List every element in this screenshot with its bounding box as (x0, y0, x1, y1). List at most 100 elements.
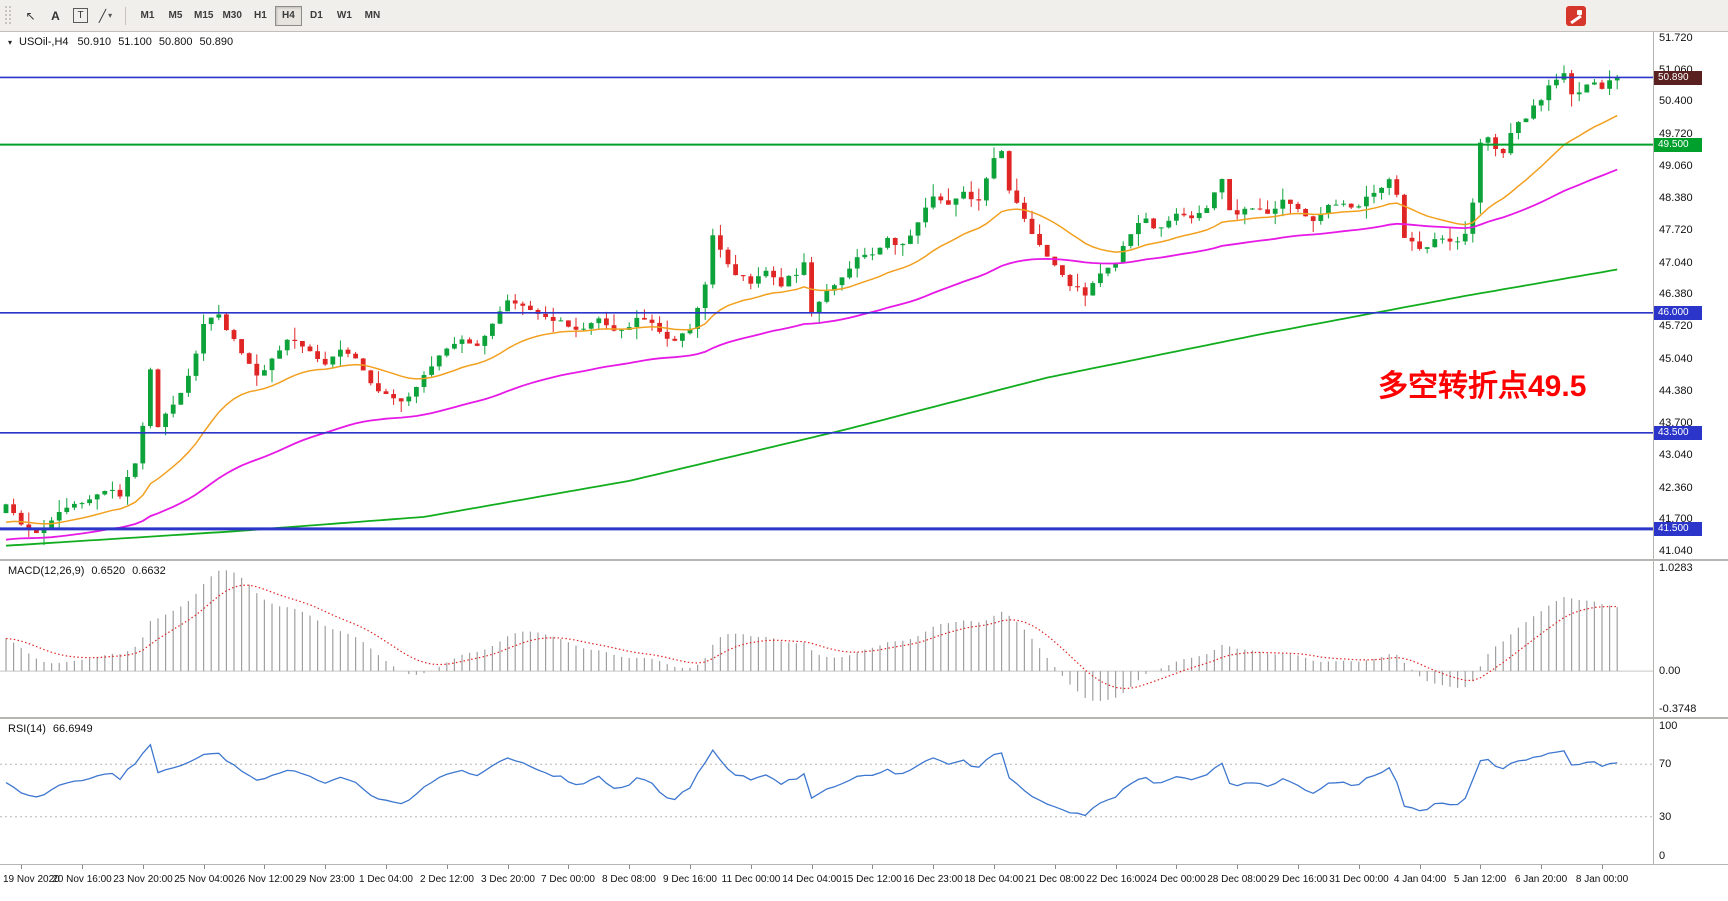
app-red-icon[interactable] (1566, 6, 1586, 26)
macd-axis-label: -0.3748 (1659, 703, 1697, 715)
time-axis-tick (1359, 865, 1360, 869)
candles-layer (3, 65, 1620, 546)
macd-plot[interactable] (0, 561, 1653, 717)
time-axis-label: 21 Dec 08:00 (1025, 874, 1085, 885)
time-axis-label: 16 Dec 23:00 (903, 874, 963, 885)
time-axis-tick (82, 865, 83, 869)
rsi-title: RSI(14) 66.6949 (8, 723, 93, 735)
price-axis-label: 45.040 (1659, 353, 1693, 365)
time-axis-tick (508, 865, 509, 869)
price-axis-label: 47.040 (1659, 257, 1693, 269)
time-axis-tick (1298, 865, 1299, 869)
timeframe-button-mn[interactable]: MN (359, 6, 386, 26)
price-axis-label: 43.040 (1659, 449, 1693, 461)
time-axis-label: 2 Dec 12:00 (420, 874, 474, 885)
price-tag-49.500: 49.500 (1654, 138, 1702, 152)
time-axis-tick (812, 865, 813, 869)
panel-divider[interactable] (0, 717, 1728, 719)
macd-panel[interactable]: MACD(12,26,9) 0.6520 0.6632 1.0283 0.00 -0… (0, 561, 1728, 717)
time-axis-label: 6 Jan 20:00 (1514, 874, 1568, 885)
timeframe-button-m1[interactable]: M1 (134, 6, 161, 26)
timeframe-button-h1[interactable]: H1 (247, 6, 274, 26)
timeframe-button-h4[interactable]: H4 (274, 5, 302, 26)
cursor-icon: ↖ (25, 8, 36, 23)
chart-symbol-label: USOil-,H4 (19, 36, 69, 48)
time-axis-label: 24 Dec 00:00 (1146, 874, 1206, 885)
time-axis-tick (21, 865, 22, 869)
text-tool-button[interactable]: A (44, 5, 67, 27)
price-axis-label: 44.380 (1659, 385, 1693, 397)
price-axis[interactable]: 51.720 51.060 50.400 49.720 49.060 48.380 47.7… (1653, 32, 1728, 559)
time-axis-label: 25 Nov 04:00 (174, 874, 234, 885)
timeframe-button-m30[interactable]: M30 (218, 6, 245, 26)
price-axis-label: 49.060 (1659, 160, 1693, 172)
panel-divider[interactable] (0, 559, 1728, 561)
time-axis-label: 29 Dec 16:00 (1268, 874, 1328, 885)
rsi-axis-label: 30 (1659, 811, 1672, 823)
time-axis-tick (568, 865, 569, 869)
timeframe-button-w1[interactable]: W1 (331, 6, 358, 26)
rsi-panel[interactable]: RSI(14) 66.6949 100 70 30 0 (0, 719, 1728, 864)
time-axis-label: 26 Nov 12:00 (234, 874, 294, 885)
rsi-axis-label: 0 (1659, 850, 1666, 862)
time-axis-label: 9 Dec 16:00 (663, 874, 717, 885)
timeframe-button-d1[interactable]: D1 (303, 6, 330, 26)
rsi-axis-label: 100 (1659, 720, 1678, 732)
shapes-tool-button[interactable]: ╱ ▾ (94, 5, 117, 27)
price-axis-label: 51.720 (1659, 32, 1693, 44)
toolbar-separator (125, 6, 126, 25)
macd-axis-label: 0.00 (1659, 665, 1681, 677)
time-axis-tick (204, 865, 205, 869)
price-tag-41.500: 41.500 (1654, 522, 1702, 536)
time-axis-tick (872, 865, 873, 869)
macd-signal-line (5, 584, 1618, 690)
time-axis-label: 19 Nov 2020 (3, 874, 60, 885)
rsi-plot[interactable] (0, 719, 1653, 864)
annotation-text[interactable]: 多空转折点49.5 (1378, 370, 1587, 403)
time-axis-label: 8 Jan 00:00 (1575, 874, 1629, 885)
macd-value-main: 0.6520 (91, 565, 126, 577)
time-axis-label: 11 Dec 00:00 (721, 874, 781, 885)
price-axis-label: 48.380 (1659, 192, 1693, 204)
macd-value-signal: 0.6632 (132, 565, 166, 577)
price-tag-43.500: 43.500 (1654, 426, 1702, 440)
time-axis-tick (994, 865, 995, 869)
main-chart-plot[interactable] (0, 32, 1653, 559)
time-axis-tick (143, 865, 144, 869)
ohlc-low: 50.800 (158, 36, 193, 48)
time-axis-label: 22 Dec 16:00 (1086, 874, 1146, 885)
rsi-label: RSI(14) (8, 723, 46, 735)
ma-fast-line (5, 114, 1618, 525)
timeframe-toolbar: M1 M5 M15 M30 H1 H4 D1 W1 MN (134, 5, 386, 26)
macd-histogram (5, 570, 1618, 701)
toolbar-grip[interactable] (5, 5, 12, 26)
price-axis-label: 46.380 (1659, 288, 1693, 300)
timeframe-button-m15[interactable]: M15 (190, 6, 217, 26)
time-axis-tick (264, 865, 265, 869)
timeframe-button-m5[interactable]: M5 (162, 6, 189, 26)
time-axis-tick (1541, 865, 1542, 869)
label-tool-icon: T (73, 8, 88, 23)
price-tag-46.000: 46.000 (1654, 306, 1702, 320)
time-axis-label: 5 Jan 12:00 (1453, 874, 1507, 885)
time-axis-tick (447, 865, 448, 869)
chart-symbol-marker-icon: ▾ (8, 38, 13, 47)
time-axis-tick (1420, 865, 1421, 869)
rsi-value: 66.6949 (52, 723, 93, 735)
time-axis[interactable]: 19 Nov 2020 20 Nov 16:00 23 Nov 20:00 25 No… (0, 864, 1728, 901)
cursor-tool-button[interactable]: ↖ (19, 5, 42, 27)
price-axis-label: 50.400 (1659, 95, 1693, 107)
trendline-icon: ╱ (98, 8, 107, 23)
time-axis-label: 28 Dec 08:00 (1207, 874, 1267, 885)
macd-axis[interactable]: 1.0283 0.00 -0.3748 (1653, 561, 1728, 717)
horizontal-lines-layer (0, 76, 1653, 531)
time-axis-label: 3 Dec 20:00 (481, 874, 535, 885)
time-axis-tick (386, 865, 387, 869)
time-axis-label: 15 Dec 12:00 (842, 874, 902, 885)
label-tool-button[interactable]: T (69, 5, 92, 27)
ohlc-close: 50.890 (199, 36, 234, 48)
rsi-axis[interactable]: 100 70 30 0 (1653, 719, 1728, 864)
time-axis-tick (933, 865, 934, 869)
main-chart-panel[interactable]: ▾ USOil-,H4 50.910 51.100 50.800 50.890 … (0, 32, 1728, 559)
